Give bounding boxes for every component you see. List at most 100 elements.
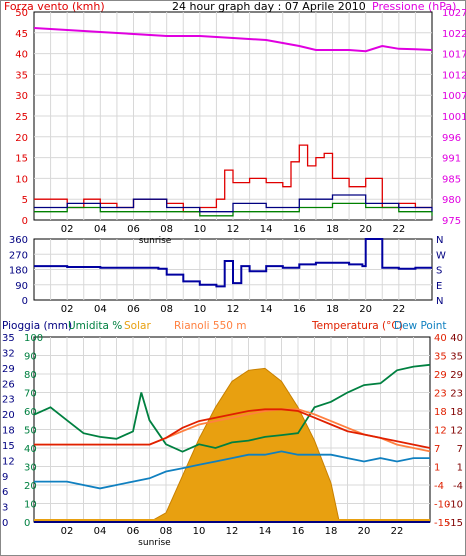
pressure-y-tick-label: 980 bbox=[442, 195, 461, 206]
temp-inner-y-tick-label: 18 bbox=[434, 407, 447, 418]
chart-title: 24 hour graph day : 07 Aprile 2010 bbox=[172, 0, 366, 13]
pressure-y-tick-label: 991 bbox=[442, 154, 461, 165]
wind-panel-x-tick-label: 02 bbox=[61, 224, 74, 235]
rain-y-tick-label: 3 bbox=[2, 503, 8, 514]
pressure-y-tick-label: 1022 bbox=[442, 29, 466, 40]
solar-area bbox=[34, 367, 430, 523]
humidity-y-tick-label: 100 bbox=[24, 333, 43, 344]
wind-y-tick-label: 10 bbox=[15, 174, 28, 185]
temp-inner-y-tick-label: 1 bbox=[434, 463, 440, 474]
temp-outer-y-tick-label: 40 bbox=[450, 333, 463, 344]
wind-panel-x-tick-label: 22 bbox=[392, 224, 405, 235]
climate-panel-x-tick-label: 12 bbox=[226, 526, 239, 537]
temp-inner-y-tick-label: 29 bbox=[434, 370, 447, 381]
pressure-y-tick-label: 1012 bbox=[442, 70, 466, 81]
wind-y-tick-label: 50 bbox=[15, 8, 28, 19]
rain-y-tick-label: 18 bbox=[2, 426, 15, 437]
rain-y-tick-label: 23 bbox=[2, 395, 15, 406]
dewpoint-line bbox=[34, 450, 430, 490]
temp-outer-y-tick-label: 1 bbox=[457, 463, 463, 474]
direction-panel-x-tick-label: 04 bbox=[94, 304, 107, 315]
wind-y-tick-label: 35 bbox=[15, 70, 28, 81]
wind-y-tick-label: 20 bbox=[15, 133, 28, 144]
rain-y-tick-label: 12 bbox=[2, 456, 15, 467]
climate-panel-x-tick-label: 10 bbox=[193, 526, 206, 537]
rain-y-tick-label: 0 bbox=[2, 518, 8, 529]
direction-y-tick-label: 270 bbox=[9, 250, 28, 261]
pressure-y-tick-label: 996 bbox=[442, 133, 461, 144]
temp-outer-y-tick-label: -10 bbox=[447, 500, 463, 511]
direction-panel-x-tick-label: 18 bbox=[326, 304, 339, 315]
wind-direction-line bbox=[34, 238, 432, 288]
direction-panel-x-tick-label: 02 bbox=[61, 304, 74, 315]
temp-inner-y-tick-label: -10 bbox=[434, 500, 450, 511]
pressure-line bbox=[33, 27, 433, 53]
sunrise-label-top: sunrise bbox=[139, 236, 172, 246]
rain-y-tick-label: 35 bbox=[2, 333, 15, 344]
humidity-y-tick-label: 10 bbox=[24, 500, 37, 511]
direction-panel-x-tick-label: 16 bbox=[293, 304, 306, 315]
temperature-axis-label: Temperatura (°C) bbox=[312, 320, 403, 332]
wind-blue-line bbox=[34, 194, 433, 213]
wind-panel-x-tick-label: 12 bbox=[227, 224, 240, 235]
solar-baseline bbox=[34, 519, 430, 521]
pressure-y-tick-label: 985 bbox=[442, 174, 461, 185]
direction-panel-x-tick-label: 14 bbox=[260, 304, 273, 315]
direction-panel-x-tick-label: 12 bbox=[227, 304, 240, 315]
rianoli-axis-label: Rianoli 550 m bbox=[174, 320, 247, 332]
temp-outer-y-tick-label: 29 bbox=[450, 370, 463, 381]
humidity-y-tick-label: 60 bbox=[24, 407, 37, 418]
wind-panel-x-tick-label: 08 bbox=[160, 224, 173, 235]
rain-y-tick-label: 15 bbox=[2, 441, 15, 452]
humidity-line bbox=[33, 363, 431, 453]
temp-outer-y-tick-label: 18 bbox=[450, 407, 463, 418]
climate-panel-x-tick-label: 08 bbox=[160, 526, 173, 537]
climate-panel-x-tick-label: 22 bbox=[391, 526, 404, 537]
pressure-y-tick-label: 975 bbox=[442, 216, 461, 227]
temp-inner-y-tick-label: 7 bbox=[434, 444, 440, 455]
wind-y-tick-label: 0 bbox=[22, 216, 28, 227]
climate-panel-x-tick-label: 14 bbox=[259, 526, 272, 537]
wind-panel-x-tick-label: 18 bbox=[326, 224, 339, 235]
rain-y-tick-label: 9 bbox=[2, 472, 8, 483]
humidity-axis-label: Umidita % bbox=[68, 320, 123, 332]
direction-panel-x-tick-label: 20 bbox=[359, 304, 372, 315]
temperature-line bbox=[34, 408, 431, 449]
climate-panel-x-tick-label: 18 bbox=[325, 526, 338, 537]
rain-y-tick-label: 6 bbox=[2, 487, 8, 498]
humidity-y-tick-label: 30 bbox=[24, 463, 37, 474]
direction-panel-x-tick-label: 06 bbox=[127, 304, 140, 315]
humidity-y-tick-label: 0 bbox=[24, 518, 30, 529]
climate-panel-x-tick-label: 02 bbox=[61, 526, 74, 537]
direction-compass-label: S bbox=[436, 266, 442, 277]
wind-y-tick-label: 15 bbox=[15, 154, 28, 165]
temp-outer-y-tick-label: -4 bbox=[453, 481, 463, 492]
humidity-y-tick-label: 40 bbox=[24, 444, 37, 455]
direction-y-tick-label: 90 bbox=[15, 281, 28, 292]
wind-y-tick-label: 45 bbox=[15, 29, 28, 40]
climate-panel-x-tick-label: 04 bbox=[94, 526, 107, 537]
temp-inner-y-tick-label: -4 bbox=[434, 481, 444, 492]
temp-inner-y-tick-label: 35 bbox=[434, 352, 447, 363]
temp-outer-y-tick-label: 23 bbox=[450, 389, 463, 400]
temp-inner-y-tick-label: 23 bbox=[434, 389, 447, 400]
humidity-y-tick-label: 80 bbox=[24, 370, 37, 381]
wind-panel-x-tick-label: 14 bbox=[260, 224, 273, 235]
rain-y-tick-label: 32 bbox=[2, 348, 15, 359]
temp-inner-y-tick-label: 40 bbox=[434, 333, 447, 344]
wind-green-line bbox=[34, 202, 433, 217]
wind-panel-x-tick-label: 06 bbox=[127, 224, 140, 235]
wind-axis-label: Forza vento (kmh) bbox=[4, 0, 105, 13]
wind-y-tick-label: 30 bbox=[15, 91, 28, 102]
direction-panel-x-tick-label: 10 bbox=[193, 304, 206, 315]
climate-panel-x-tick-label: 06 bbox=[127, 526, 140, 537]
wind-y-tick-label: 25 bbox=[15, 112, 28, 123]
pressure-y-tick-label: 1001 bbox=[442, 112, 466, 123]
pressure-y-tick-label: 1027 bbox=[442, 8, 466, 19]
direction-y-tick-label: 180 bbox=[9, 266, 28, 277]
solar-axis-label: Solar bbox=[124, 320, 151, 332]
wind-speed-line bbox=[34, 144, 432, 213]
pressure-axis-label: Pressione (hPa) bbox=[372, 0, 457, 13]
direction-compass-label: E bbox=[436, 281, 442, 292]
